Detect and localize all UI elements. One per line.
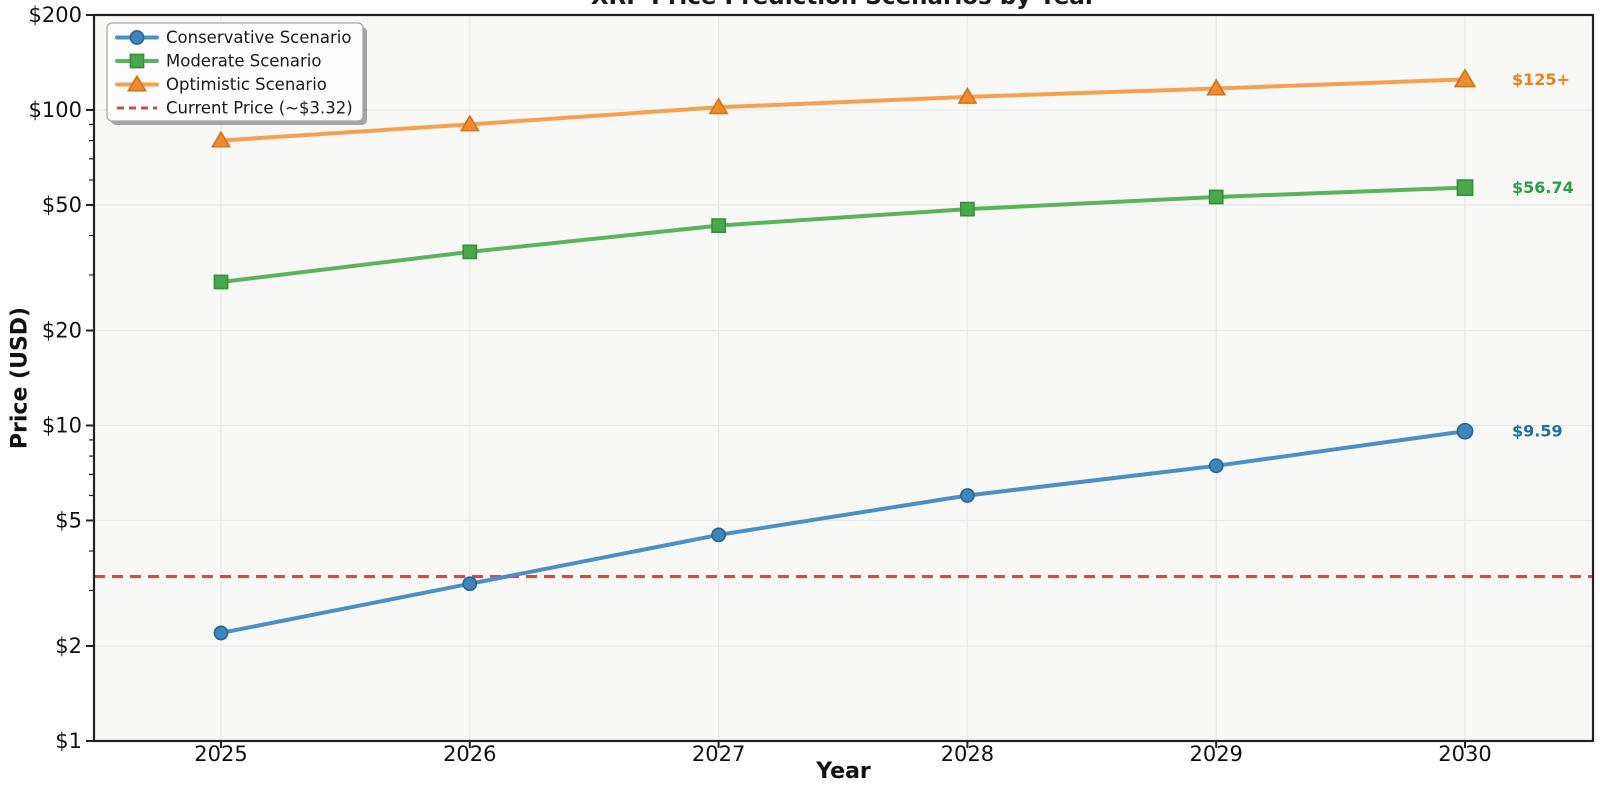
moderate-scenario-marker — [1456, 179, 1474, 197]
y-tick-label: $10 — [42, 413, 82, 437]
y-tick-label: $20 — [42, 319, 82, 343]
x-tick-label: 2027 — [692, 742, 745, 766]
moderate-scenario-line — [219, 185, 1467, 284]
conservative-scenario-marker — [1456, 422, 1474, 440]
optimistic-scenario-marker — [459, 114, 480, 132]
conservative-scenario-marker — [711, 527, 726, 543]
y-axis-label: Price (USD) — [7, 306, 33, 450]
moderate-scenario-marker — [213, 274, 229, 290]
legend-label: Current Price (~$3.32) — [166, 99, 353, 118]
legend-box — [106, 22, 364, 122]
x-tick-label: 2030 — [1438, 742, 1491, 766]
conservative-scenario-line — [219, 429, 1467, 635]
conservative-scenario-marker — [129, 30, 145, 45]
legend-item-optimistic-scenario: Optimistic Scenario — [115, 74, 327, 94]
moderate-scenario-end-value: $56.74 — [1512, 178, 1574, 197]
legend-label: Moderate Scenario — [166, 52, 321, 71]
optimistic-scenario-marker — [127, 74, 147, 92]
y-tick-label: $5 — [55, 508, 82, 532]
legend-item-current-price-3-32: Current Price (~$3.32) — [117, 99, 353, 118]
y-tick-label: $1 — [55, 729, 82, 753]
y-tick-label: $2 — [55, 634, 82, 658]
optimistic-scenario-end-value: $125+ — [1512, 70, 1570, 89]
y-tick-label: $100 — [29, 98, 82, 122]
optimistic-scenario-marker — [1206, 78, 1227, 96]
moderate-scenario-marker — [129, 53, 145, 69]
conservative-scenario-end-value: $9.59 — [1512, 422, 1563, 441]
optimistic-scenario-marker — [957, 86, 978, 104]
optimistic-scenario-marker — [708, 97, 729, 115]
chart-title: XRP Price Prediction Scenarios by Year — [94, 0, 1593, 10]
x-tick-label: 2029 — [1189, 742, 1242, 766]
moderate-scenario-marker — [959, 201, 975, 217]
conservative-scenario-marker — [213, 625, 229, 641]
x-axis-label: Year — [816, 759, 871, 784]
moderate-scenario-marker — [711, 218, 726, 234]
conservative-scenario-marker — [1208, 458, 1224, 474]
legend-item-conservative-scenario: Conservative Scenario — [115, 28, 351, 47]
conservative-scenario-marker — [462, 576, 478, 592]
legend-label: Optimistic Scenario — [166, 75, 327, 94]
optimistic-scenario-marker — [211, 130, 231, 148]
legend-label: Conservative Scenario — [166, 28, 351, 47]
y-tick-label: $200 — [29, 3, 82, 27]
legend-item-moderate-scenario: Moderate Scenario — [115, 52, 321, 71]
optimistic-scenario-marker — [1453, 68, 1477, 88]
x-tick-label: 2025 — [194, 742, 247, 766]
optimistic-scenario-line — [219, 77, 1467, 143]
y-tick-label: $50 — [42, 193, 82, 217]
moderate-scenario-marker — [1208, 189, 1224, 205]
moderate-scenario-marker — [462, 244, 478, 260]
plot-background — [94, 15, 1593, 741]
x-tick-label: 2026 — [443, 742, 496, 766]
axes-spines — [92, 13, 1595, 743]
x-tick-label: 2028 — [941, 742, 994, 766]
conservative-scenario-marker — [960, 488, 975, 503]
legend: Conservative Scenario Moderate Scenario Op… — [106, 22, 367, 125]
